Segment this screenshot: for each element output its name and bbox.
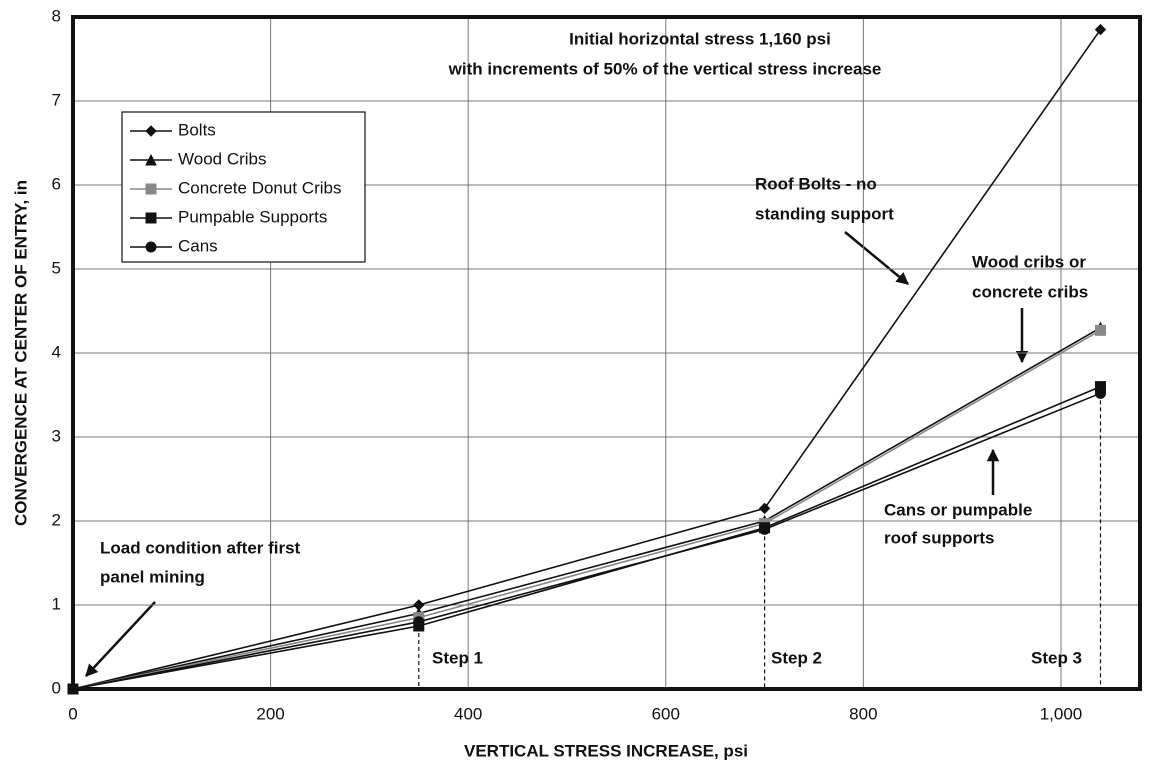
annotation: Wood cribs or bbox=[972, 252, 1086, 271]
y-tick-label: 8 bbox=[52, 6, 61, 25]
series bbox=[67, 387, 1106, 695]
x-tick-label: 200 bbox=[256, 704, 284, 723]
y-axis-label: CONVERGENCE AT CENTER OF ENTRY, in bbox=[11, 180, 30, 526]
annotation: concrete cribs bbox=[972, 282, 1088, 301]
y-tick-label: 5 bbox=[52, 258, 61, 277]
arrows bbox=[85, 231, 1029, 677]
annotation: Cans or pumpable bbox=[884, 500, 1032, 519]
annotation: Step 3 bbox=[1031, 648, 1082, 667]
legend-label: Bolts bbox=[178, 120, 216, 139]
y-tick-label: 2 bbox=[52, 510, 61, 529]
annotation: Step 2 bbox=[771, 648, 822, 667]
y-tick-label: 1 bbox=[52, 594, 61, 613]
legend-box bbox=[121, 111, 366, 263]
x-tick-label: 400 bbox=[454, 704, 482, 723]
data-point bbox=[1094, 23, 1107, 36]
annotation: roof supports bbox=[884, 528, 995, 547]
series-line bbox=[72, 327, 1101, 690]
data-point bbox=[413, 616, 425, 628]
data-point bbox=[67, 683, 79, 695]
data-point bbox=[758, 502, 771, 515]
annotation: Step 1 bbox=[432, 648, 483, 667]
legend-label: Concrete Donut Cribs bbox=[178, 178, 341, 197]
legend-marker bbox=[145, 183, 157, 195]
legend-marker bbox=[145, 241, 157, 253]
data-point bbox=[1094, 387, 1106, 399]
series-line bbox=[72, 385, 1101, 690]
legend-label: Pumpable Supports bbox=[178, 207, 327, 226]
x-tick-label: 1,000 bbox=[1040, 704, 1083, 723]
data-point bbox=[1094, 324, 1106, 336]
legend-label: Cans bbox=[178, 236, 218, 255]
annotation: Load condition after first bbox=[100, 538, 301, 557]
series-line bbox=[72, 29, 1102, 690]
plot-frame bbox=[71, 15, 1142, 691]
x-axis-label: VERTICAL STRESS INCREASE, psi bbox=[464, 741, 748, 760]
y-tick-label: 6 bbox=[52, 174, 61, 193]
x-tick-label: 800 bbox=[849, 704, 877, 723]
y-tick-label: 7 bbox=[52, 90, 61, 109]
series-line bbox=[72, 329, 1101, 690]
legend-marker bbox=[145, 125, 157, 137]
x-tick-label: 600 bbox=[652, 704, 680, 723]
y-tick-label: 4 bbox=[52, 342, 61, 361]
annotation: Initial horizontal stress 1,160 psi bbox=[569, 29, 831, 48]
legend-marker bbox=[145, 153, 157, 166]
legend: Bolts Wood Cribs Concrete Donut Cribs Pumpa… bbox=[121, 111, 366, 263]
y-tick-label: 0 bbox=[52, 678, 61, 697]
annotation: panel mining bbox=[100, 567, 205, 586]
series-line bbox=[72, 392, 1101, 690]
y-tick-label: 3 bbox=[52, 426, 61, 445]
x-tick-label: 0 bbox=[68, 704, 77, 723]
annotation: with increments of 50% of the vertical s… bbox=[448, 59, 882, 78]
legend-label: Wood Cribs bbox=[178, 149, 267, 168]
annotation: standing support bbox=[755, 204, 894, 223]
legend-marker bbox=[145, 212, 157, 224]
annotation: Roof Bolts - no bbox=[755, 174, 877, 193]
data-point bbox=[759, 523, 771, 535]
